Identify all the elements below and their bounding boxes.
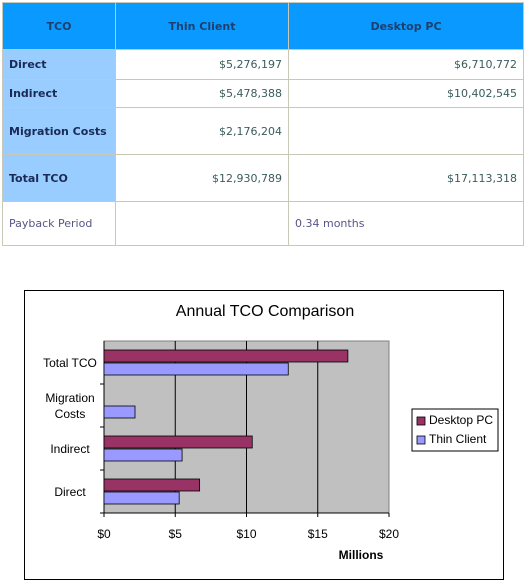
row: Migration Costs $2,176,204 (2, 107, 524, 155)
cell: $12,930,789 (115, 154, 289, 202)
row: Total TCO $12,930,789 $17,113,318 (2, 154, 524, 202)
cell: $2,176,204 (115, 107, 289, 155)
row: Indirect $5,478,388 $10,402,545 (2, 79, 524, 108)
x-tick-label: $10 (236, 527, 256, 541)
header-cell: Thin Client (115, 2, 289, 50)
y-tick-label: Migration Costs (29, 384, 99, 427)
legend-label: Desktop PC (429, 413, 493, 427)
row-header: Direct (2, 49, 116, 80)
chart: Annual TCO Comparison Millions $0 $5 $10 $1… (24, 290, 504, 580)
x-tick-label: $0 (97, 527, 111, 541)
chart-svg: Annual TCO Comparison Millions $0 $5 $10 $1… (97, 303, 499, 562)
legend-label: Thin Client (429, 432, 487, 446)
bar (103, 448, 183, 462)
row: Direct $5,276,197 $6,710,772 (2, 49, 524, 80)
header-cell: Desktop PC (288, 2, 524, 50)
cell: $10,402,545 (288, 79, 524, 108)
cell (115, 201, 289, 246)
cell: $5,276,197 (115, 49, 289, 80)
legend-box (411, 408, 499, 452)
legend-swatch (416, 435, 426, 445)
row: Payback Period 0.34 months (2, 201, 524, 246)
bar (103, 491, 180, 505)
cell: 0.34 months (288, 201, 524, 246)
y-tick-label: Indirect (29, 427, 99, 470)
bar (103, 362, 289, 376)
row-header: Migration Costs (2, 107, 116, 155)
legend-swatch (416, 416, 426, 426)
tco-table: TCO Thin Client Desktop PC Direct $5,276,197… (2, 2, 524, 246)
bar (103, 435, 253, 449)
cell: $17,113,318 (288, 154, 524, 202)
y-tick-text: Indirect (50, 441, 90, 456)
header-row: TCO Thin Client Desktop PC (2, 2, 524, 50)
y-tick-text: Direct (54, 484, 86, 499)
y-tick-text: Migration Costs (45, 390, 95, 421)
cell (288, 107, 524, 155)
x-tick-label: $5 (169, 527, 183, 541)
x-tick-label: $20 (379, 527, 399, 541)
cell: $5,478,388 (115, 79, 289, 108)
y-tick-label: Total TCO (29, 341, 99, 384)
row-header: Payback Period (2, 201, 116, 246)
x-axis-label: Millions (339, 548, 384, 562)
chart-title: Annual TCO Comparison (176, 303, 354, 320)
row-header: Total TCO (2, 154, 116, 202)
row-header: Indirect (2, 79, 116, 108)
x-tick-label: $15 (308, 527, 328, 541)
y-tick-text: Total TCO (43, 355, 97, 370)
header-cell: TCO (2, 2, 116, 50)
bar (103, 478, 201, 492)
bar (103, 349, 349, 363)
bar (103, 405, 136, 419)
cell: $6,710,772 (288, 49, 524, 80)
y-tick-label: Direct (29, 470, 99, 513)
